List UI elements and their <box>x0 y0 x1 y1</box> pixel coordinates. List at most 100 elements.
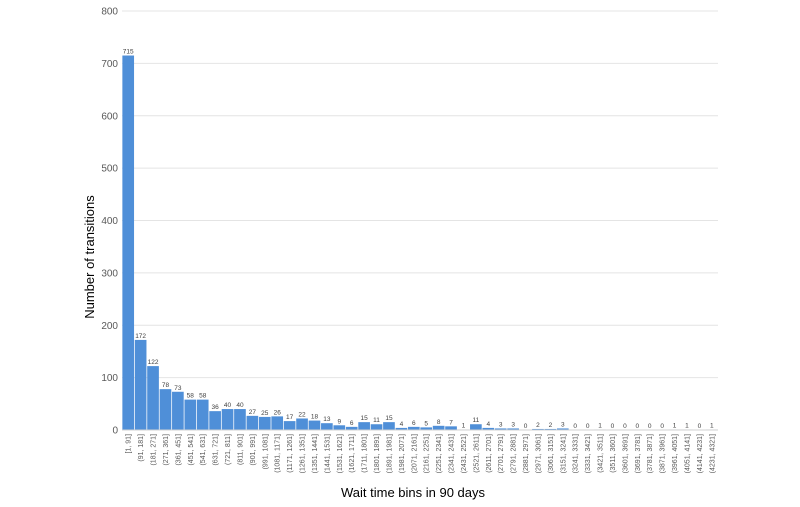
bar <box>420 427 433 430</box>
x-tick-label: (181, 271] <box>151 434 158 466</box>
x-tick-label: (1801, 1891] <box>374 434 381 473</box>
data-label: 0 <box>611 423 615 430</box>
bar <box>494 428 507 430</box>
data-label: 2 <box>536 422 540 429</box>
x-tick-label: (451, 541] <box>188 434 195 466</box>
x-tick-label: (1891, 1981] <box>386 434 393 473</box>
x-tick-label: (2791, 2881] <box>511 434 518 473</box>
data-label: 2 <box>549 422 553 429</box>
x-tick-label: (3691, 3781] <box>635 434 642 473</box>
x-tick-label: [1, 91] <box>126 434 133 454</box>
bar <box>432 425 445 430</box>
bar <box>445 426 457 430</box>
data-label: 73 <box>174 385 182 392</box>
data-label: 11 <box>473 417 480 424</box>
data-label: 22 <box>298 411 306 418</box>
x-tick-label: (361, 451] <box>175 434 182 466</box>
bar <box>370 424 383 430</box>
bar <box>221 409 234 430</box>
data-label: 15 <box>385 415 393 422</box>
data-label: 26 <box>274 409 282 416</box>
data-label: 3 <box>561 421 565 428</box>
data-label: 1 <box>673 422 677 429</box>
data-label: 25 <box>261 410 269 417</box>
data-label: 27 <box>249 409 257 416</box>
x-tick-label: (1171, 1261] <box>287 434 294 473</box>
x-tick-label: (1531, 1621] <box>337 434 344 473</box>
data-label: 6 <box>412 420 416 427</box>
x-tick-label: (631, 721] <box>213 434 220 466</box>
x-tick-label: (2251, 2341] <box>436 434 443 473</box>
bar <box>209 411 221 430</box>
bar <box>321 423 333 430</box>
bar <box>122 55 135 431</box>
data-label: 13 <box>323 416 331 423</box>
bar <box>283 421 296 430</box>
x-tick-label: (2341, 2431] <box>449 434 456 473</box>
y-axis-title: Number of transitions <box>82 195 97 319</box>
x-tick-label: (3151, 3241] <box>560 434 567 473</box>
data-label: 0 <box>586 423 590 430</box>
data-label: 172 <box>135 333 146 340</box>
bar <box>196 399 209 430</box>
data-label: 78 <box>162 382 170 389</box>
data-label: 0 <box>698 423 702 430</box>
x-tick-label: (3781, 3871] <box>647 434 654 473</box>
x-tick-label: (2071, 2161] <box>411 434 418 473</box>
x-tick-label: (2971, 3061] <box>535 434 542 473</box>
bar <box>296 418 308 430</box>
data-label: 0 <box>635 423 639 430</box>
x-tick-label: (991, 1081] <box>262 434 269 469</box>
bar <box>345 426 358 430</box>
data-label: 0 <box>623 423 627 430</box>
x-tick-label: (4231, 4321] <box>709 434 716 473</box>
data-label: 122 <box>148 359 159 366</box>
data-label: 40 <box>236 402 244 409</box>
y-tick-label: 800 <box>101 7 118 18</box>
data-label: 6 <box>350 420 354 427</box>
bar <box>134 339 147 430</box>
data-label: 4 <box>400 421 404 428</box>
data-label: 58 <box>199 393 207 400</box>
x-tick-label: (3961, 4051] <box>672 434 679 473</box>
x-tick-label: (91, 181] <box>138 434 145 462</box>
bar <box>184 399 197 430</box>
x-tick-label: (3511, 3601] <box>610 434 617 473</box>
x-tick-label: (901, 991] <box>250 434 257 466</box>
data-label: 11 <box>373 417 380 424</box>
x-tick-label: (2431, 2521] <box>461 434 468 473</box>
bar <box>159 389 172 430</box>
data-label: 0 <box>524 423 528 430</box>
x-tick-label: (1081, 1171] <box>275 434 282 473</box>
x-tick-label: (1441, 1531] <box>324 434 331 473</box>
x-tick-label: (3871, 3961] <box>660 434 667 473</box>
y-tick-label: 600 <box>101 111 118 122</box>
data-label: 1 <box>685 422 689 429</box>
x-tick-label: (721, 811] <box>225 434 232 465</box>
x-tick-label: (1261, 1351] <box>300 434 307 473</box>
x-tick-label: (3061, 3151] <box>548 434 555 473</box>
x-tick-label: (2161, 2251] <box>424 434 431 473</box>
bar <box>482 427 495 430</box>
bar <box>308 420 321 430</box>
bar <box>172 391 184 430</box>
x-tick-label: (3421, 3511] <box>598 434 605 473</box>
data-label: 15 <box>361 415 369 422</box>
data-label: 0 <box>573 423 577 430</box>
bar <box>147 366 159 430</box>
bar <box>246 415 259 430</box>
data-label: 7 <box>449 419 453 426</box>
bar <box>556 428 569 430</box>
bar <box>407 426 420 430</box>
bar <box>333 425 346 430</box>
bar <box>470 424 482 430</box>
data-label: 5 <box>424 420 428 427</box>
x-tick-label: (3331, 3421] <box>585 434 592 473</box>
data-label: 715 <box>123 49 134 56</box>
x-axis-title: Wait time bins in 90 days <box>341 485 486 500</box>
y-tick-label: 100 <box>101 373 118 384</box>
x-tick-label: (4051, 4141] <box>684 434 691 473</box>
gridlines <box>122 10 718 379</box>
y-tick-label: 200 <box>101 321 118 332</box>
